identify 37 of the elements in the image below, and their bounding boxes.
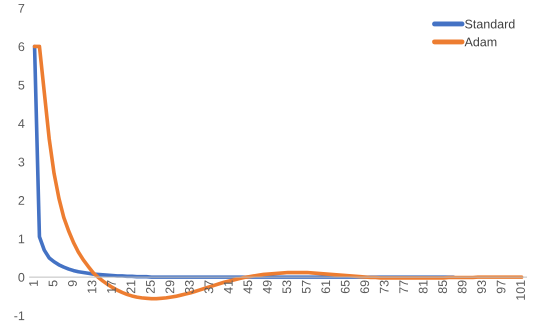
y-tick-label: 3 (18, 158, 24, 166)
x-tick-label: 97 (496, 280, 506, 294)
x-tick-label: 49 (262, 280, 272, 294)
y-tick-label: 7 (18, 4, 24, 13)
y-tick-label: 1 (18, 234, 24, 244)
x-tick-label: 13 (88, 280, 96, 293)
y-tick-label: -1 (14, 311, 24, 320)
y-tick-label: 5 (18, 80, 24, 90)
x-tick-label: 89 (458, 280, 467, 294)
x-tick-label: 69 (360, 280, 370, 294)
legend-label: Standard (465, 19, 514, 28)
x-tick-label: 41 (224, 280, 233, 294)
x-tick-label: 85 (438, 280, 448, 294)
x-tick-label: 21 (126, 280, 136, 294)
x-tick-label: 29 (165, 280, 174, 294)
x-tick-label: 25 (146, 280, 155, 294)
x-tick-label: 65 (340, 280, 350, 294)
x-tick-label: 101 (516, 280, 525, 300)
y-tick-label: 0 (18, 272, 24, 282)
x-tick-label: 61 (321, 280, 330, 294)
x-tick-label: 37 (204, 280, 214, 294)
legend-label: Adam (464, 37, 496, 46)
y-tick-label: 4 (18, 119, 24, 128)
x-tick-label: 45 (244, 280, 252, 294)
x-tick-label: 5 (48, 280, 58, 286)
x-tick-label: 17 (107, 280, 116, 293)
x-tick-label: 93 (477, 280, 486, 294)
x-tick-label: 81 (418, 280, 428, 294)
x-tick-label: 57 (302, 280, 311, 294)
x-tick-label: 9 (68, 280, 77, 286)
y-tick-label: 2 (18, 196, 24, 205)
x-tick-label: 1 (29, 280, 38, 286)
x-tick-label: 77 (399, 280, 408, 294)
x-tick-label: 73 (380, 280, 389, 294)
y-tick-label: 6 (18, 42, 24, 52)
x-tick-label: 33 (184, 280, 194, 294)
x-tick-label: 53 (282, 280, 292, 294)
